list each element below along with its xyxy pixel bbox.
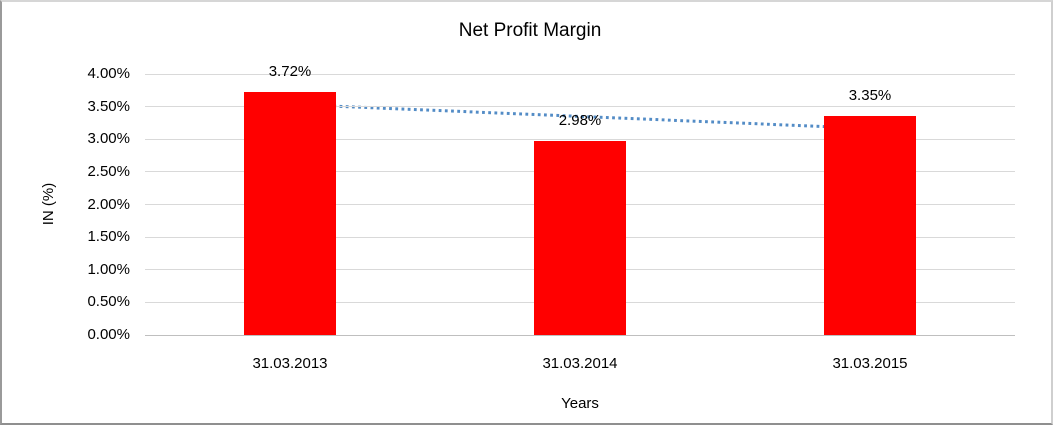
y-axis-tick-label: 0.50% — [87, 293, 130, 311]
bar-value-label: 3.35% — [848, 87, 892, 105]
y-axis-tick-label: 4.00% — [87, 65, 130, 82]
x-axis-tick-label: 31.03.2013 — [252, 355, 328, 372]
bar — [244, 92, 336, 335]
bar-value-label: 3.72% — [268, 63, 312, 81]
y-axis-tick-label: 2.50% — [87, 162, 130, 180]
y-axis-tick-label: 3.00% — [87, 130, 130, 148]
chart-title: Net Profit Margin — [458, 20, 602, 41]
gridline — [145, 138, 1015, 140]
y-axis-tick-label: 1.50% — [87, 228, 130, 246]
y-axis-tick-label: 1.00% — [87, 260, 130, 278]
bar — [534, 140, 626, 335]
x-axis-tick-label: 31.03.2014 — [542, 355, 618, 372]
y-axis-tick-label: 2.00% — [87, 195, 130, 213]
bar-value-label: 2.98% — [558, 111, 602, 129]
x-axis-tick-label: 31.03.2015 — [832, 355, 908, 372]
plot-area: 3.72% 2.98% 3.35% — [145, 63, 1015, 336]
y-axis-tick-label: 3.50% — [87, 97, 130, 115]
y-axis-tick-label: 0.00% — [87, 326, 130, 343]
trendline — [289, 102, 871, 130]
gridline — [145, 334, 1015, 336]
gridline — [145, 73, 1015, 75]
bar — [824, 116, 916, 335]
x-axis-title: Years — [561, 395, 599, 412]
gridline — [145, 106, 1015, 108]
